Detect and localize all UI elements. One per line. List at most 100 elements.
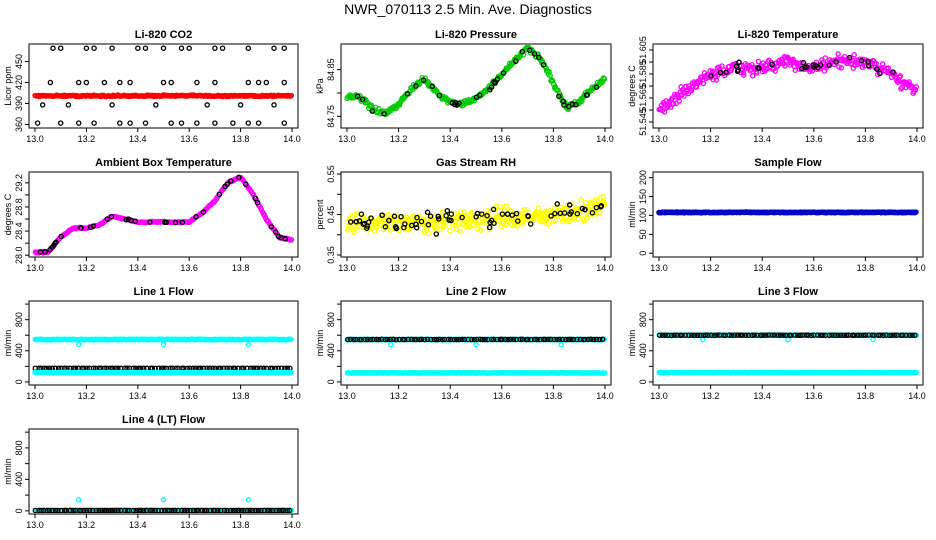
x-tick-label: 13.8 — [857, 391, 875, 401]
data-point-trace — [820, 59, 827, 65]
data-point-flask-low — [204, 102, 210, 108]
data-point-flask-high — [57, 45, 64, 51]
data-point-flask — [563, 336, 569, 343]
data-point-flask — [386, 217, 392, 224]
data-point-flask-low — [230, 120, 236, 126]
x-tick-label: 13.0 — [26, 391, 44, 401]
panel-title: Gas Stream RH — [436, 157, 516, 169]
y-tick-label: 50 — [638, 229, 648, 239]
data-point-flask — [694, 332, 701, 339]
x-tick-label: 13.4 — [129, 263, 147, 273]
data-point-flask — [435, 213, 441, 220]
data-point-flask — [556, 93, 562, 99]
data-point-trace — [851, 51, 857, 58]
data-point-flask-high — [186, 45, 192, 51]
x-tick-label: 13.8 — [545, 263, 563, 273]
data-point-trace — [873, 60, 879, 67]
data-point-flask — [588, 336, 594, 343]
data-point-flask-high — [91, 45, 97, 51]
data-point-flask — [551, 336, 557, 343]
plot-frame — [652, 171, 924, 258]
data-point-flask — [356, 218, 363, 224]
data-point-flask — [874, 66, 880, 72]
data-point-flask — [858, 57, 865, 64]
data-point-high — [388, 341, 394, 348]
data-point-flask — [491, 220, 497, 227]
x-tick-label: 13.8 — [232, 391, 250, 401]
data-point-flask — [166, 507, 173, 513]
data-point-trace — [852, 62, 858, 69]
data-point-flask-high — [83, 45, 90, 51]
data-point-flask — [152, 507, 158, 513]
y-tick-label: 800 — [14, 312, 24, 327]
data-point-flask — [542, 336, 548, 343]
data-point-trace — [749, 73, 756, 79]
data-point-flask — [108, 213, 115, 220]
x-tick-label: 13.0 — [650, 391, 668, 401]
data-point-flask — [382, 336, 388, 343]
data-point-flask — [420, 77, 427, 83]
data-point-flask — [181, 507, 188, 513]
y-tick-label: 29.2 — [14, 174, 24, 192]
data-point-flask — [711, 332, 718, 339]
data-point-flask — [754, 332, 760, 338]
data-point-trace — [457, 228, 463, 235]
data-point-flask — [418, 336, 425, 343]
data-point-flask — [548, 213, 554, 219]
data-point-flask — [413, 83, 419, 89]
data-point-flask — [364, 336, 371, 343]
y-tick-label: 0 — [326, 379, 336, 384]
data-point-flask — [803, 332, 809, 338]
data-point-flask — [115, 507, 121, 513]
y-tick-label: 84.75 — [326, 105, 336, 128]
panel-line3: Line 3 Flow 13.0 13.2 13.4 13.6 13.8 14.0 0 400 8… — [627, 286, 926, 401]
data-point-flask — [739, 332, 746, 338]
panel-title: Line 2 Flow — [446, 286, 506, 298]
x-tick-label: 14.0 — [908, 134, 926, 144]
data-point-high — [245, 341, 252, 348]
data-point-flask — [689, 332, 695, 338]
data-point-trace — [542, 220, 549, 227]
data-point-flask — [47, 246, 53, 253]
y-axis-label: ml/min — [3, 330, 13, 357]
data-point-flask-high — [142, 45, 149, 51]
data-point-flask — [255, 507, 262, 513]
panel-title: Li-820 Pressure — [435, 29, 517, 41]
data-point-flask-low — [212, 120, 218, 126]
data-point-trace — [772, 68, 779, 74]
data-point-trace — [396, 102, 403, 108]
x-tick-label: 13.4 — [753, 134, 771, 144]
data-point-flask — [468, 336, 475, 343]
data-point-flask — [401, 224, 407, 231]
data-point-flask — [351, 336, 357, 343]
y-tick-label: 150 — [638, 189, 648, 204]
data-point-trace — [740, 70, 746, 76]
x-tick-label: 13.8 — [232, 520, 250, 530]
data-point-trace — [475, 221, 482, 227]
data-point-flask — [513, 58, 519, 64]
data-point-flask — [552, 210, 558, 217]
data-point-flask — [837, 332, 844, 338]
data-point-flask — [421, 336, 428, 343]
data-point-flask — [589, 209, 596, 216]
data-point-flask — [358, 211, 365, 217]
data-point-trace — [393, 105, 399, 112]
data-point-trace — [523, 206, 529, 213]
data-point-flask — [832, 332, 838, 339]
x-tick-label: 13.0 — [650, 263, 668, 273]
data-point-trace — [713, 77, 720, 83]
data-point-flask — [37, 249, 44, 255]
x-tick-label: 13.6 — [493, 263, 511, 273]
data-point-flask-low — [142, 120, 149, 126]
data-point-trace — [451, 211, 457, 217]
data-point-flask — [877, 332, 883, 338]
data-point-flask — [525, 213, 531, 219]
data-point-flask — [258, 507, 264, 513]
data-point-trace — [597, 195, 603, 201]
x-tick-label: 13.4 — [753, 391, 771, 401]
x-tick-label: 13.0 — [26, 520, 44, 530]
data-point-high — [160, 341, 167, 348]
data-point-flask — [369, 108, 376, 114]
data-point-flask — [275, 233, 282, 240]
y-tick-label: 0 — [638, 379, 648, 384]
